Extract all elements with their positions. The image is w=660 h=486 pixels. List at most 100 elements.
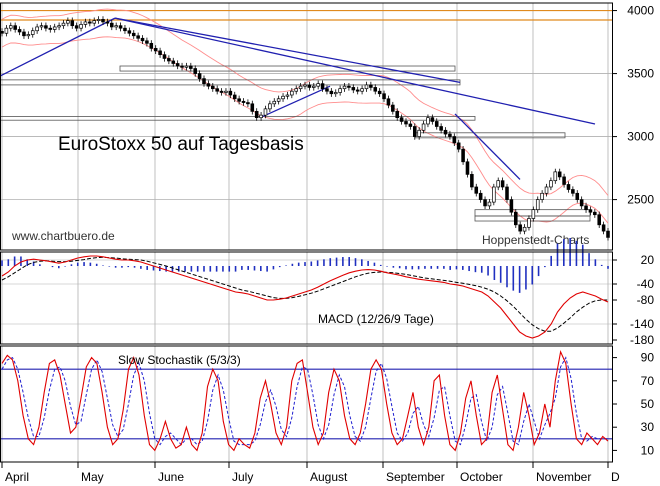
- candle-body-81: [355, 89, 360, 92]
- candle-body-110: [483, 199, 487, 207]
- candle-body-58: [254, 111, 259, 119]
- candle-body-112: [492, 186, 496, 203]
- candle-124: [544, 183, 549, 197]
- candle-73: [320, 80, 325, 92]
- candle-84: [369, 81, 373, 91]
- macd-label: MACD (12/26/9 Tage): [318, 312, 434, 326]
- candle-105: [461, 146, 465, 165]
- candle-119: [522, 224, 527, 235]
- candle-64: [281, 93, 285, 102]
- stoch-d-line: [1, 356, 608, 446]
- candle-body-39: [171, 60, 176, 64]
- candle-3: [13, 22, 17, 33]
- candle-120: [527, 215, 531, 231]
- candle-body-51: [224, 90, 228, 93]
- candle-body-115: [505, 186, 509, 200]
- candle-body-57: [250, 103, 255, 112]
- candle-15: [66, 17, 70, 27]
- candle-56: [246, 99, 250, 107]
- candle-body-60: [263, 108, 268, 116]
- macd-y-ticks: 20 -40 -80 -140 -180: [612, 253, 654, 347]
- candle-body-84: [369, 84, 373, 88]
- candle-body-79: [347, 85, 351, 88]
- candle-63: [276, 95, 281, 105]
- candle-body-29: [127, 30, 132, 34]
- candle-body-40: [175, 63, 180, 67]
- price-tick-label-3: 2500: [627, 193, 654, 207]
- candle-body-132: [579, 199, 584, 207]
- candle-body-6: [26, 34, 31, 37]
- candle-2: [9, 22, 13, 32]
- stoch-frame: [0, 345, 613, 463]
- candle-132: [579, 196, 584, 210]
- candle-24: [105, 18, 110, 27]
- candle-body-46: [202, 78, 206, 85]
- candle-32: [140, 35, 145, 44]
- candle-45: [197, 70, 202, 82]
- candle-body-102: [448, 133, 452, 137]
- candle-57: [250, 100, 255, 115]
- candle-13: [57, 22, 61, 31]
- candle-50: [219, 88, 224, 96]
- candle-12: [52, 23, 57, 33]
- candle-body-122: [535, 199, 540, 211]
- candle-body-126: [553, 171, 558, 182]
- macd-grid: [0, 252, 612, 344]
- candle-body-10: [44, 25, 48, 29]
- candle-27: [118, 22, 123, 32]
- candle-body-65: [285, 94, 290, 97]
- candle-25: [110, 20, 114, 31]
- candle-43: [189, 62, 193, 72]
- trend-line-2: [114, 17, 461, 84]
- candle-body-14: [61, 22, 66, 27]
- candle-17: [74, 22, 79, 32]
- candle-121: [531, 206, 536, 222]
- candle-body-32: [140, 37, 145, 42]
- candle-body-53: [232, 94, 237, 100]
- candle-94: [413, 123, 417, 140]
- stoch-tick-label-2: 50: [641, 397, 655, 411]
- candle-22: [96, 16, 101, 24]
- candle-125: [549, 177, 553, 191]
- candle-body-13: [57, 25, 61, 28]
- candle-body-108: [474, 186, 479, 194]
- price-elements: [0, 8, 612, 224]
- candle-body-121: [531, 209, 536, 219]
- candle-131: [575, 190, 580, 203]
- candle-47: [206, 80, 211, 90]
- candle-body-27: [118, 25, 123, 29]
- candle-body-138: [606, 230, 610, 238]
- candle-body-97: [426, 117, 430, 125]
- candle-body-75: [329, 90, 334, 95]
- candle-body-49: [215, 88, 219, 92]
- candle-body-70: [307, 84, 312, 88]
- candle-8: [35, 23, 39, 34]
- candle-60: [263, 105, 268, 119]
- candle-59: [259, 112, 263, 121]
- source-watermark: Hoppenstedt-Charts: [482, 233, 589, 247]
- price-tick-label-1: 3500: [627, 67, 654, 81]
- candle-108: [474, 183, 479, 197]
- candle-body-37: [162, 54, 167, 59]
- candle-99: [434, 118, 439, 130]
- candle-35: [153, 45, 158, 55]
- candle-body-117: [514, 211, 518, 226]
- candle-body-45: [197, 73, 202, 79]
- candle-111: [487, 198, 492, 210]
- candle-126: [553, 168, 558, 184]
- candle-body-12: [52, 26, 57, 30]
- candle-133: [584, 202, 588, 213]
- candle-body-30: [131, 32, 136, 37]
- candle-29: [127, 27, 132, 37]
- price-frame: [0, 2, 613, 251]
- candle-129: [566, 181, 571, 193]
- candle-body-114: [500, 180, 505, 188]
- candle-71: [312, 83, 316, 91]
- candle-46: [202, 75, 206, 87]
- candle-76: [333, 89, 338, 97]
- candle-115: [505, 183, 509, 203]
- candle-body-55: [241, 100, 246, 103]
- candle-body-78: [342, 85, 347, 90]
